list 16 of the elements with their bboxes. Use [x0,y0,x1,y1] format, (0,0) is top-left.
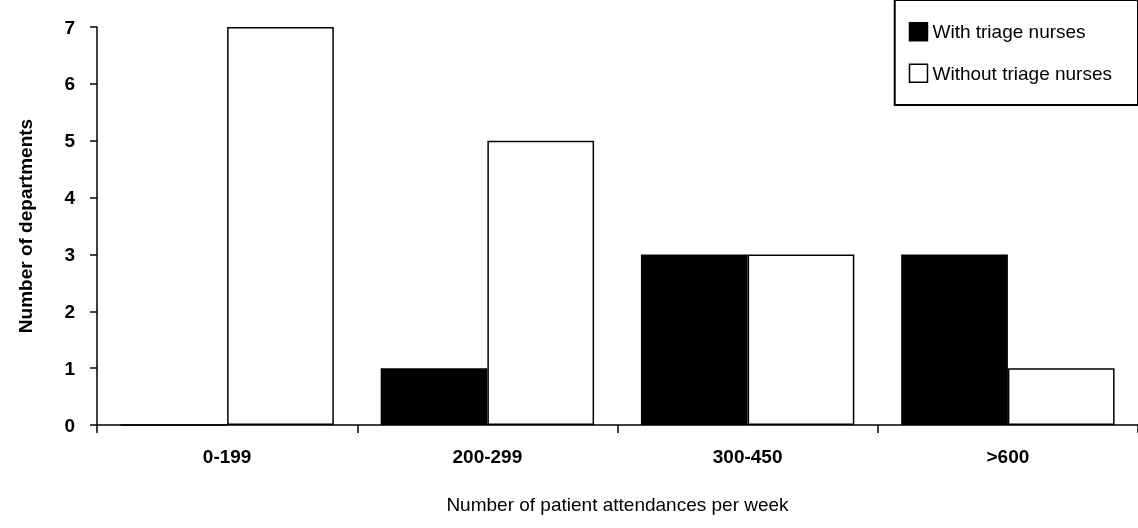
y-tick-label: 2 [64,300,75,322]
y-tick-label: 0 [64,414,75,436]
legend-label: Without triage nurses [932,62,1113,84]
y-tick-label: 3 [64,243,75,265]
legend-label: With triage nurses [932,21,1086,43]
y-axis-title: Number of departments [15,118,36,334]
y-tick-label: 7 [64,16,75,38]
y-tick-label: 1 [64,357,76,379]
y-tick-label: 6 [64,73,75,95]
x-tick-label: 300-450 [712,446,783,467]
x-axis-title: Number of patient attendances per week [446,494,790,515]
x-tick-label: >600 [986,446,1030,467]
y-tick-label: 5 [64,130,76,152]
x-tick-label: 0-199 [202,446,252,467]
y-tick-label: 4 [64,187,76,209]
x-tick-label: 200-299 [452,446,523,467]
